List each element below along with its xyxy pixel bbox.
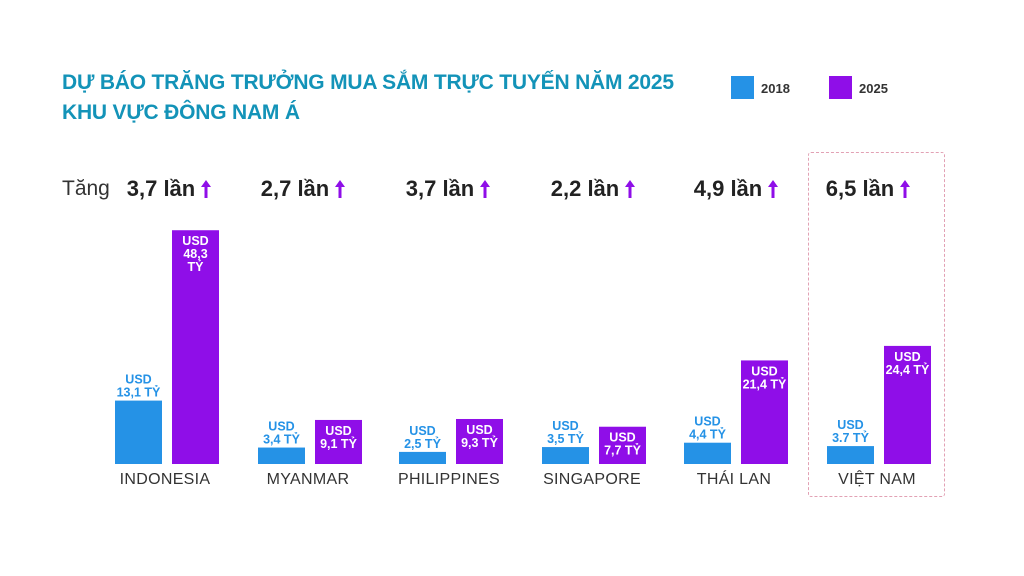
multiplier-text: 4,9 lần (693, 176, 763, 201)
legend-label-2025: 2025 (859, 81, 888, 96)
bar-2018-indonesia (115, 400, 162, 464)
growth-multiplier: 2,2 lần (528, 176, 658, 202)
vietnam-highlight-box (808, 152, 945, 497)
data-label-2018: USD (268, 420, 294, 434)
chart-title-line2: KHU VỰC ĐÔNG NAM Á (62, 101, 300, 124)
data-label-2025: TỶ (188, 259, 205, 274)
data-label-2025: 7,7 TỶ (604, 443, 641, 458)
bar-2018-việt-nam (827, 446, 874, 464)
data-label-2025: USD (894, 350, 920, 364)
category-label: THÁI LAN (697, 469, 771, 488)
bar-2018-singapore (542, 447, 589, 464)
growth-multiplier: 3,7 lần (104, 176, 234, 202)
arrow-up-icon (480, 180, 491, 198)
arrow-up-icon (768, 180, 779, 198)
data-label-2025: USD (466, 423, 492, 437)
data-label-2018: 13,1 TỶ (117, 385, 161, 400)
multiplier-text: 3,7 lần (405, 176, 475, 201)
data-label-2018: USD (694, 415, 720, 429)
multiplier-text: 2,7 lần (260, 176, 330, 201)
multiplier-text: 6,5 lần (825, 176, 895, 201)
data-label-2018: 4,4 TỶ (689, 427, 726, 442)
data-label-2018: USD (409, 424, 435, 438)
legend-swatch-2018 (731, 76, 754, 99)
growth-multiplier: 6,5 lần (803, 176, 933, 202)
data-label-2018: USD (552, 419, 578, 433)
data-label-2018: USD (125, 373, 151, 387)
data-label-2018: USD (837, 418, 863, 432)
growth-prefix-label: Tăng (62, 177, 110, 200)
data-label-2018: 3,4 TỶ (263, 432, 300, 447)
multiplier-text: 3,7 lần (126, 176, 196, 201)
data-label-2025: USD (325, 424, 351, 438)
bar-2025-indonesia (172, 230, 219, 464)
data-label-2025: 9,3 TỶ (461, 435, 498, 450)
arrow-up-icon (625, 180, 636, 198)
arrow-up-icon (900, 180, 911, 198)
data-label-2025: USD (182, 234, 208, 248)
bar-2025-singapore (599, 426, 646, 464)
bar-2018-thái-lan (684, 442, 731, 464)
category-label: VIỆT NAM (838, 469, 916, 488)
data-label-2025: 24,4 TỶ (886, 362, 930, 377)
category-label: MYANMAR (267, 471, 350, 488)
bar-2018-myanmar (258, 447, 305, 464)
bar-2025-thái-lan (741, 360, 788, 464)
category-label: INDONESIA (120, 471, 211, 488)
growth-multiplier: 4,9 lần (671, 176, 801, 202)
arrow-up-icon (335, 180, 346, 198)
category-label: PHILIPPINES (398, 471, 500, 488)
data-label-2018: 3,5 TỶ (547, 431, 584, 446)
multiplier-text: 2,2 lần (550, 176, 620, 201)
category-label: SINGAPORE (543, 471, 641, 488)
data-label-2025: USD (751, 364, 777, 378)
data-label-2025: USD (609, 431, 635, 445)
legend-swatch-2025 (829, 76, 852, 99)
chart-title-line1: DỰ BÁO TRĂNG TRƯỞNG MUA SẮM TRỰC TUYẾN N… (62, 71, 674, 94)
bar-2025-myanmar (315, 419, 362, 464)
data-label-2025: 9,1 TỶ (320, 436, 357, 451)
legend-label-2018: 2018 (761, 81, 790, 96)
arrow-up-icon (201, 180, 212, 198)
growth-multiplier: 3,7 lần (383, 176, 513, 202)
data-label-2018: 2,5 TỶ (404, 436, 441, 451)
growth-multiplier: 2,7 lần (238, 176, 368, 202)
bar-2025-philippines (456, 418, 503, 464)
data-label-2025: 48,3 (183, 247, 207, 261)
data-label-2025: 21,4 TỶ (743, 376, 787, 391)
data-label-2018: 3.7 TỶ (832, 430, 869, 445)
bar-2025-việt-nam (884, 345, 931, 464)
bar-2018-philippines (399, 451, 446, 464)
